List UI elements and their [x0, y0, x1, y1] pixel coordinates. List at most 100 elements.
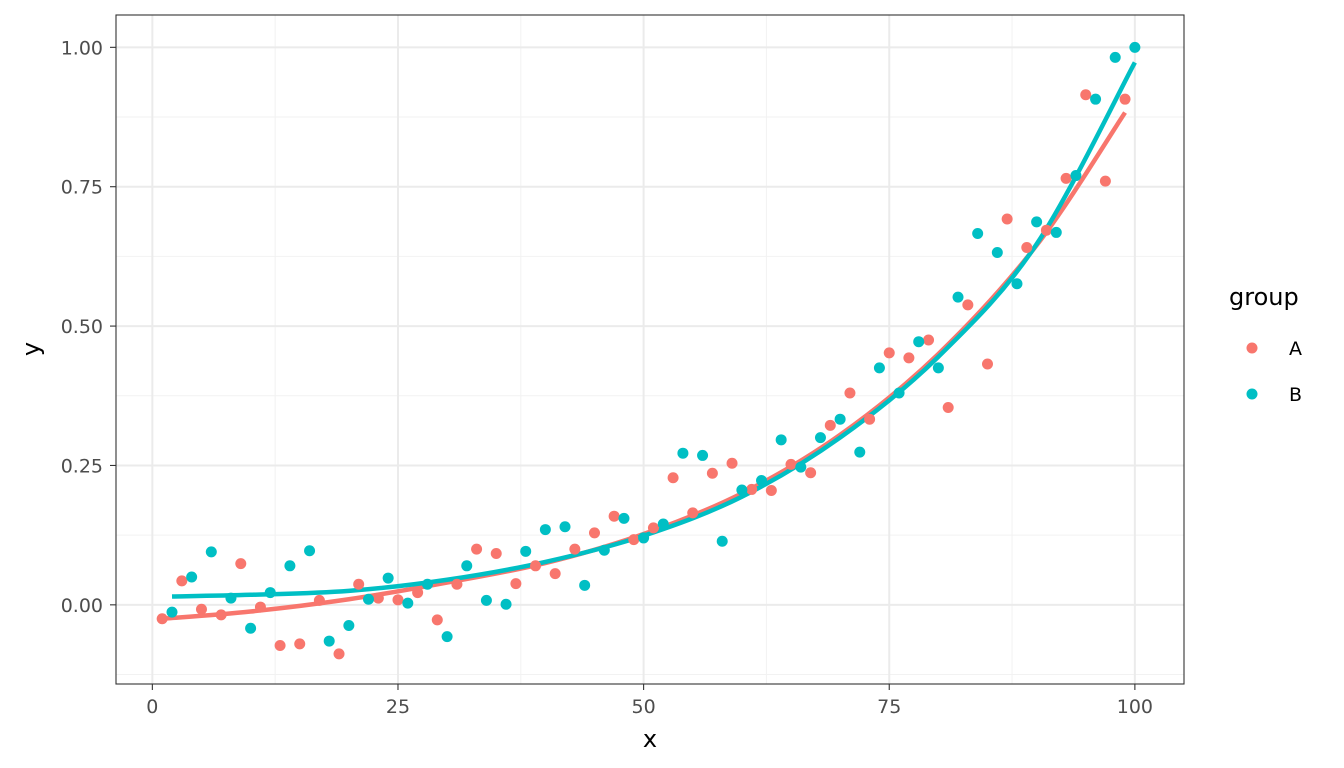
legend-key-A [1246, 342, 1258, 354]
data-point-B [363, 593, 375, 605]
data-point-A [785, 458, 797, 470]
data-point-B [323, 635, 335, 647]
data-point-A [254, 601, 266, 613]
plot-panel-border [115, 14, 1185, 685]
data-point-B [1090, 93, 1102, 105]
data-point-A [490, 548, 502, 560]
data-point-A [706, 467, 718, 479]
data-point-B [284, 560, 296, 572]
data-point-A [588, 527, 600, 539]
data-point-B [245, 622, 257, 634]
legend-label-B: B [1289, 384, 1302, 406]
data-point-A [530, 560, 542, 572]
data-point-B [952, 291, 964, 303]
data-point-B [972, 228, 984, 240]
data-point-A [942, 401, 954, 413]
data-point-A [412, 587, 424, 599]
data-point-A [569, 543, 581, 555]
data-point-A [1001, 213, 1013, 225]
y-tick-label: 1.00 [61, 37, 103, 59]
x-tick-label: 75 [877, 696, 901, 718]
data-point-B [264, 587, 276, 599]
data-point-A [628, 534, 640, 546]
data-point-B [1011, 278, 1023, 290]
data-point-B [225, 592, 237, 604]
data-point-A [1119, 93, 1131, 105]
data-point-B [991, 246, 1003, 258]
data-point-B [834, 413, 846, 425]
data-point-B [697, 449, 709, 461]
data-point-B [814, 432, 826, 444]
data-point-A [1099, 175, 1111, 187]
data-point-A [647, 522, 659, 534]
y-axis-title: y [17, 342, 45, 356]
data-point-A [195, 603, 207, 615]
data-point-A [353, 578, 365, 590]
data-point-B [186, 571, 198, 583]
data-point-B [1031, 216, 1043, 228]
data-point-B [677, 447, 689, 459]
data-point-A [667, 472, 679, 484]
x-tick-label: 100 [1117, 696, 1153, 718]
trend-line-B [171, 61, 1137, 599]
data-point-B [775, 434, 787, 446]
data-point-A [1021, 241, 1033, 253]
data-point-B [441, 631, 453, 643]
data-point-A [471, 543, 483, 555]
data-point-A [431, 614, 443, 626]
x-tick-label: 50 [632, 696, 656, 718]
data-point-A [883, 347, 895, 359]
data-point-B [480, 594, 492, 606]
data-point-B [461, 560, 473, 572]
data-point-A [156, 613, 168, 625]
data-point-B [520, 545, 532, 557]
data-point-B [638, 532, 650, 544]
y-tick-label: 0.00 [61, 595, 103, 617]
x-axis: 0 25 50 75 100 [146, 684, 1153, 718]
data-point-A [549, 568, 561, 580]
data-point-A [844, 387, 856, 399]
data-point-A [215, 609, 227, 621]
data-point-A [726, 457, 738, 469]
data-point-B [893, 387, 905, 399]
data-point-B [579, 579, 591, 591]
data-point-A [687, 507, 699, 519]
trend-lines [161, 61, 1137, 622]
legend-title: group [1229, 283, 1299, 311]
x-tick-label: 0 [146, 696, 158, 718]
data-point-A [372, 592, 384, 604]
data-point-B [598, 544, 610, 556]
data-point-B [343, 619, 355, 631]
data-point-B [1109, 51, 1121, 63]
data-point-B [716, 535, 728, 547]
data-point-B [304, 545, 316, 557]
data-point-B [1070, 170, 1082, 182]
legend-key-B [1246, 388, 1258, 400]
data-point-A [903, 352, 915, 364]
data-point-A [923, 334, 935, 346]
data-point-A [510, 578, 522, 590]
data-point-B [736, 484, 748, 496]
data-point-A [1040, 224, 1052, 236]
data-point-B [795, 461, 807, 473]
data-point-B [913, 336, 925, 348]
data-point-A [294, 638, 306, 650]
data-point-B [205, 546, 217, 558]
data-point-B [1129, 41, 1141, 53]
data-point-B [402, 597, 414, 609]
data-point-A [824, 419, 836, 431]
data-point-B [618, 512, 630, 524]
data-points [156, 41, 1141, 660]
data-point-B [854, 446, 866, 458]
legend: group A B [1229, 283, 1302, 406]
data-point-A [962, 299, 974, 311]
data-point-B [873, 362, 885, 374]
legend-label-A: A [1289, 338, 1302, 360]
y-tick-label: 0.50 [61, 316, 103, 338]
data-point-B [421, 578, 433, 590]
data-point-A [274, 640, 286, 652]
data-point-B [539, 524, 551, 536]
data-point-B [166, 606, 178, 618]
